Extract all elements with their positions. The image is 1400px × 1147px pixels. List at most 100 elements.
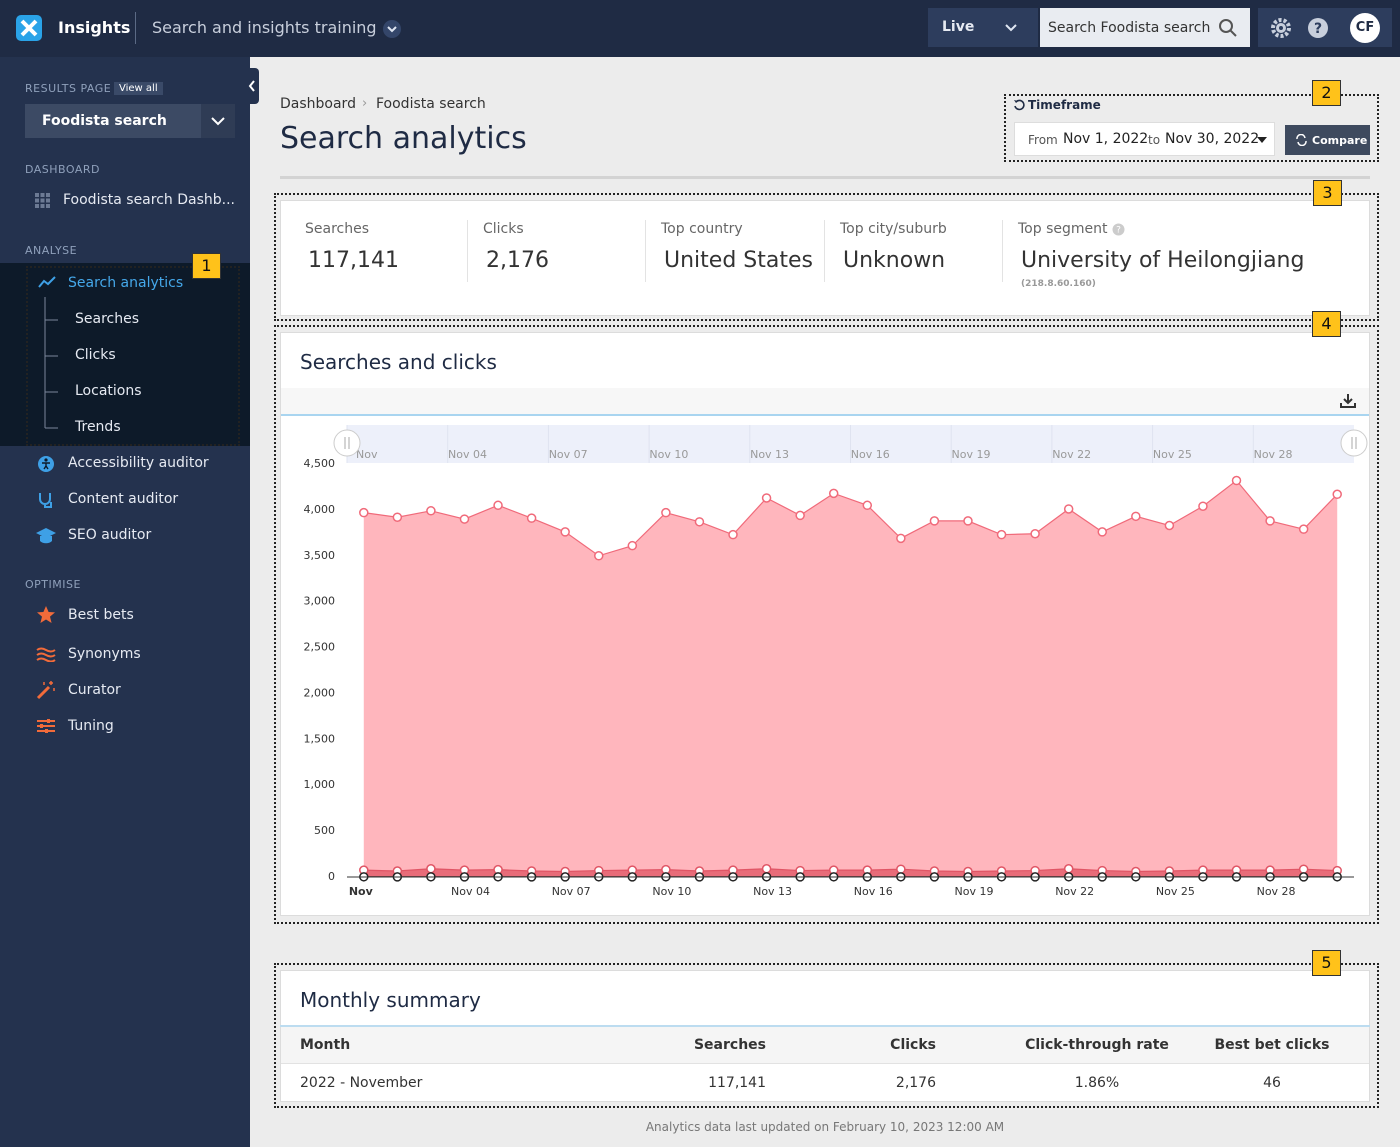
date-range[interactable]: From Nov 1, 2022 to Nov 30, 2022 (1014, 122, 1275, 156)
y-tick-label: 500 (314, 824, 335, 837)
data-point (862, 500, 873, 511)
separator (824, 220, 825, 282)
column-header: Click-through rate (1025, 1037, 1169, 1053)
avatar[interactable]: CF (1350, 13, 1380, 43)
stat-value: 2,176 (486, 248, 549, 273)
data-point (929, 516, 940, 526)
data-point (1231, 475, 1242, 486)
compare-button[interactable]: Compare (1285, 125, 1370, 155)
view-all[interactable]: View all (114, 82, 163, 95)
table-header (281, 1027, 1369, 1064)
caret (1257, 137, 1267, 143)
nav-subitem[interactable]: Locations (75, 383, 142, 399)
divider (135, 12, 136, 44)
search-box[interactable]: Search Foodista search (1040, 8, 1250, 47)
separator (645, 220, 646, 282)
y-tick-label: 0 (328, 870, 335, 883)
active-group (0, 263, 250, 446)
nav-item[interactable]: Foodista search Dashb... (63, 192, 235, 208)
highlight-box (274, 963, 1379, 1108)
x-tick-label: Nov 25 (1156, 885, 1195, 898)
series-line (363, 479, 1338, 557)
table-cell: 2,176 (895, 1075, 936, 1091)
breadcrumb[interactable]: Dashboard (280, 96, 356, 112)
table-cell: 117,141 (708, 1075, 766, 1091)
data-point (963, 516, 973, 526)
nav-item[interactable]: Tuning (68, 718, 114, 734)
stat-value: Unknown (843, 248, 946, 273)
handle-grip (344, 437, 350, 449)
navigator-label: Nov 19 (951, 448, 990, 461)
collapse-tab[interactable] (245, 68, 259, 104)
x-tick-label: Nov 28 (1257, 885, 1296, 898)
environment: Live (942, 19, 975, 35)
x-tick-label: Nov 19 (954, 885, 993, 898)
project-dropdown[interactable] (382, 19, 402, 39)
collection-select[interactable]: Foodista search (25, 104, 235, 138)
data-point (694, 517, 705, 527)
highlight-box (26, 266, 240, 446)
stat-label: Searches (305, 221, 370, 237)
table-cell: 1.86% (1074, 1075, 1120, 1091)
navigator-label: Nov 07 (549, 448, 588, 461)
dropdown-button (201, 104, 235, 138)
breadcrumb: Foodista search (376, 96, 486, 112)
table-title: Monthly summary (300, 988, 481, 1012)
callout: 3 (1313, 180, 1342, 206)
nav-item[interactable]: Content auditor (68, 491, 179, 507)
tuning-icon (37, 719, 55, 733)
data-point (1332, 489, 1342, 500)
help-icon[interactable]: ? (1112, 223, 1125, 236)
nav-item[interactable]: Accessibility auditor (68, 455, 209, 471)
column-header: Best bet clicks (1214, 1037, 1330, 1053)
nav-subitem[interactable]: Clicks (75, 347, 116, 363)
settings-icon[interactable] (1270, 17, 1292, 39)
footer-note: Analytics data last updated on February … (645, 1120, 1005, 1134)
chart: Nov Nov 04 Nov 07 Nov 10 Nov 13 Nov 16 Nov 19 N… (304, 425, 1368, 898)
grid-icon (35, 193, 50, 208)
project-name[interactable]: Search and insights training (152, 18, 377, 37)
data-point (661, 507, 671, 518)
data-point (526, 513, 537, 523)
app-name[interactable]: Insights (58, 18, 131, 37)
data-point (426, 506, 436, 516)
y-tick-label: 1,000 (304, 778, 336, 791)
data-point (493, 500, 503, 511)
nav-item[interactable]: Best bets (68, 607, 134, 623)
sidebar: RESULTS PAGE View all Foodista search DA… (0, 57, 250, 1147)
stat-label: Top city/suburb (840, 221, 947, 237)
table-cell: 46 (1263, 1075, 1281, 1091)
compare-icon (1296, 134, 1307, 146)
section-heading: ANALYSE (25, 244, 78, 257)
data-point (896, 533, 906, 544)
data-point (1131, 511, 1141, 522)
download-icon[interactable] (1340, 393, 1356, 408)
nav-subitem[interactable]: Trends (75, 419, 121, 435)
page-title: Search analytics (280, 121, 527, 156)
data-point (1265, 516, 1275, 526)
timeframe-label: Timeframe (1028, 98, 1101, 112)
logo (16, 15, 42, 41)
y-tick-label: 4,500 (304, 457, 336, 470)
stat-detail: (218.8.60.160) (1021, 279, 1096, 289)
environment-select[interactable]: Live (928, 8, 1038, 47)
stat-value: 117,141 (308, 248, 399, 273)
data-point (392, 512, 403, 522)
highlight-box (274, 193, 1379, 321)
chart-title: Searches and clicks (300, 350, 497, 374)
nav-item[interactable]: Synonyms (68, 646, 141, 662)
column-header: Month (300, 1037, 351, 1053)
help-icon[interactable]: ? (1307, 17, 1329, 39)
nav-item[interactable]: SEO auditor (68, 527, 152, 543)
nav-item-active[interactable]: Search analytics (68, 275, 184, 291)
nav-subitem[interactable]: Searches (75, 311, 140, 327)
nav-item[interactable]: Curator (68, 682, 121, 698)
navigator-label: Nov 10 (649, 448, 688, 461)
stat-value: University of Heilongjiang (1021, 248, 1305, 273)
x-tick-label: Nov 04 (451, 885, 490, 898)
stat-label: Clicks (483, 221, 524, 237)
series-line (363, 868, 1338, 873)
stat-value: United States (664, 248, 813, 273)
data-point (1298, 524, 1309, 534)
